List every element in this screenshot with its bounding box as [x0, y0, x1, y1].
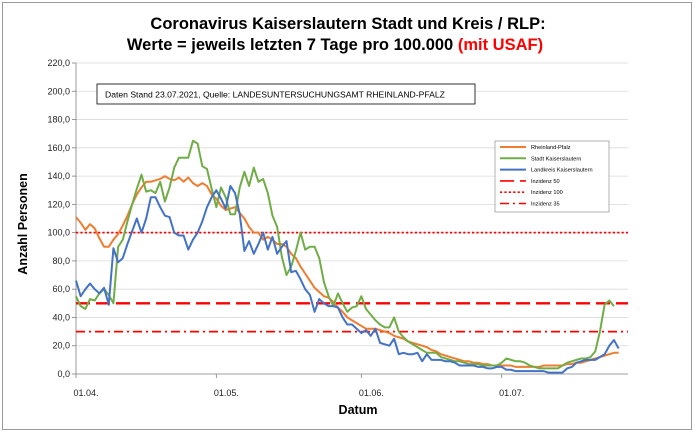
source-note-box — [96, 83, 476, 105]
x-tick-label: 01.07. — [499, 388, 524, 398]
x-tick-label: 01.05. — [214, 388, 239, 398]
y-tick-label: 60,0 — [52, 284, 70, 294]
y-tick-label: 180,0 — [47, 115, 70, 125]
x-tick-label: 01.06. — [359, 388, 384, 398]
chart-title-line2: Werte = jeweils letzten 7 Tage pro 100.0… — [127, 36, 543, 54]
y-tick-label: 140,0 — [47, 171, 70, 181]
series-line-2 — [75, 139, 615, 370]
tick-layer: 0,0 20,0 40,0 60,0 80,0 100,0 120,0 140,0 160,0 1… — [47, 58, 524, 398]
legend-label: Stadt Kaiserslautern — [531, 156, 581, 162]
y-tick-label: 100,0 — [47, 228, 70, 238]
legend-label: Rheinland-Pfalz — [531, 145, 571, 151]
y-tick-label: 80,0 — [52, 256, 70, 266]
y-tick-label: 160,0 — [47, 143, 70, 153]
legend-label: Inzidenz 100 — [531, 190, 563, 196]
series-line-1 — [75, 175, 619, 368]
legend-label: Landkreis Kaiserslautern — [531, 168, 593, 174]
reference-lines — [76, 231, 628, 333]
legend-label: Inzidenz 50 — [531, 179, 560, 185]
y-tick-label: 20,0 — [52, 341, 70, 351]
y-tick-label: 40,0 — [52, 312, 70, 322]
y-axis-title: Anzahl Personen — [16, 173, 30, 274]
legend: Rheinland-Pfalz Stadt Kaiserslautern Landk… — [500, 145, 593, 208]
legend-box — [494, 140, 610, 213]
series-line-3 — [75, 184, 620, 374]
source-note: Daten Stand 23.07.2021, Quelle: LANDESUN… — [105, 90, 445, 100]
chart-title-line2-main: Werte = jeweils letzten 7 Tage pro 100.0… — [127, 36, 458, 54]
chart-title-line2-red: (mit USAF) — [458, 36, 543, 54]
y-tick-label: 200,0 — [47, 86, 70, 96]
y-tick-label: 0,0 — [57, 369, 70, 379]
y-tick-label: 220,0 — [47, 58, 70, 68]
y-tick-label: 120,0 — [47, 199, 70, 209]
x-tick-label: 01.04. — [73, 388, 98, 398]
legend-label: Inzidenz 35 — [531, 202, 560, 208]
chart-frame — [2, 2, 692, 430]
series-layer — [75, 139, 620, 374]
chart-title-line1: Coronavirus Kaiserslautern Stadt und Kre… — [150, 15, 545, 33]
x-axis-title: Datum — [339, 403, 378, 417]
